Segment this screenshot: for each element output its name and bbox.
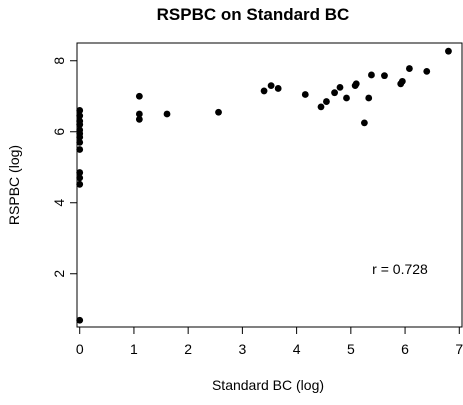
x-axis-label: Standard BC (log): [212, 377, 324, 393]
data-point: [331, 89, 338, 97]
data-point: [368, 71, 375, 79]
data-point: [365, 94, 373, 102]
x-tick-label: 3: [238, 341, 246, 357]
data-point: [352, 80, 360, 88]
data-point: [360, 119, 368, 127]
x-axis: 0 1 2 3 4 5 6 7: [76, 326, 463, 357]
correlation-annotation: r = 0.728: [372, 261, 428, 277]
data-point: [301, 91, 309, 98]
data-point: [381, 72, 388, 80]
data-point: [323, 98, 330, 105]
data-point: [76, 174, 84, 182]
data-point: [76, 121, 84, 129]
x-tick-label: 4: [293, 341, 301, 357]
data-point: [135, 115, 143, 123]
data-point: [336, 83, 344, 91]
data-point: [76, 133, 84, 141]
data-point: [317, 103, 325, 111]
x-tick-label: 6: [401, 341, 409, 357]
data-point: [135, 110, 143, 118]
x-tick-label: 1: [130, 341, 138, 357]
data-point: [423, 68, 431, 75]
data-point: [76, 169, 84, 176]
data-point: [398, 77, 406, 85]
x-tick-label: 7: [455, 341, 463, 357]
x-tick-label: 0: [76, 341, 84, 357]
data-point: [163, 110, 171, 118]
data-point: [76, 146, 84, 153]
data-point: [135, 92, 143, 100]
data-point: [76, 316, 84, 324]
data-point: [445, 47, 452, 55]
data-point: [76, 139, 84, 146]
y-tick-label: 8: [51, 57, 67, 65]
data-point: [76, 180, 84, 188]
y-axis: 2 4 6 8: [51, 57, 78, 278]
data-point: [260, 87, 268, 95]
x-tick-label: 2: [184, 341, 192, 357]
data-point: [267, 82, 275, 89]
data-point: [343, 94, 350, 102]
data-point: [274, 85, 282, 92]
data-point: [215, 108, 222, 116]
x-tick-label: 5: [347, 341, 355, 357]
y-tick-label: 4: [51, 199, 67, 207]
data-point: [76, 112, 84, 120]
chart-title: RSPBC on Standard BC: [157, 5, 350, 24]
data-point: [76, 107, 84, 114]
data-points: [76, 47, 452, 324]
y-tick-label: 2: [51, 270, 67, 278]
y-axis-label: RSPBC (log): [6, 145, 22, 225]
y-tick-label: 6: [51, 128, 67, 136]
data-point: [406, 65, 413, 72]
